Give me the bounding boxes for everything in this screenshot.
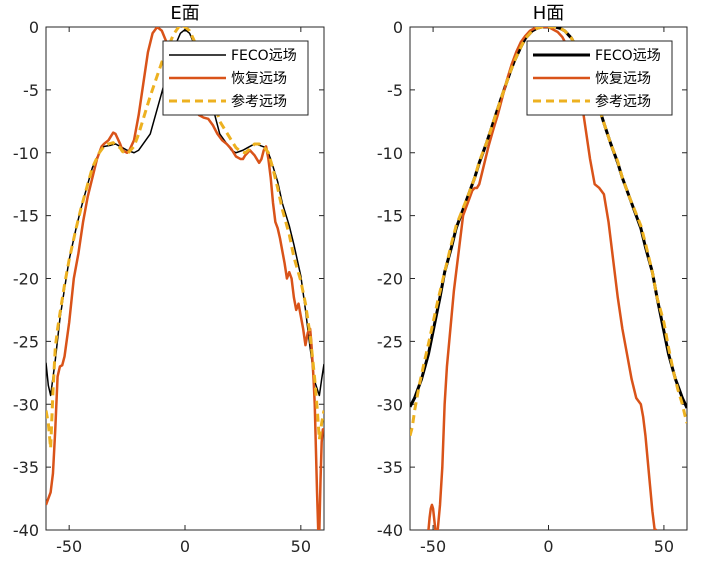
series-line-3	[46, 27, 324, 450]
y-tick-label: 0	[393, 18, 403, 37]
y-tick-label: -15	[13, 207, 39, 226]
x-tick-label: -50	[420, 537, 446, 556]
legend-label: 恢复远场	[231, 70, 287, 87]
legend-label: 参考远场	[595, 93, 651, 110]
legend-label: FECO远场	[595, 48, 661, 64]
x-tick-label: 0	[543, 537, 553, 556]
y-tick-label: -30	[377, 395, 403, 414]
series-group	[46, 27, 324, 530]
legend-label: 参考远场	[231, 93, 287, 110]
chart-title: H面	[533, 3, 565, 24]
chart-panel-1: -50 0 50 0 -5 -10 -15 -20 -25 -30 -35 -40 E面 FECO远场恢复…	[13, 3, 325, 556]
y-tick-label: -25	[13, 332, 39, 351]
y-tick-label: 0	[29, 18, 39, 37]
y-tick-label: -35	[13, 458, 39, 477]
y-tick-label: -25	[377, 332, 403, 351]
x-tick-label: 50	[291, 537, 311, 556]
y-tick-label: -40	[377, 521, 403, 540]
series-line-2	[427, 27, 657, 530]
y-tick-label: -30	[13, 395, 39, 414]
y-tick-label: -35	[377, 458, 403, 477]
y-tick-label: -5	[23, 81, 39, 100]
x-tick-label: -50	[56, 537, 82, 556]
y-tick-label: -20	[13, 270, 39, 289]
y-tick-label: -20	[377, 270, 403, 289]
x-tick-label: 50	[654, 537, 674, 556]
y-tick-label: -40	[13, 521, 39, 540]
series-line-3	[410, 27, 687, 437]
y-tick-label: -5	[387, 81, 403, 100]
y-tick-label: -10	[377, 144, 403, 163]
y-tick-label: -10	[13, 144, 39, 163]
series-group	[410, 27, 687, 530]
chart-title: E面	[170, 3, 199, 24]
legend-label: FECO远场	[231, 48, 297, 64]
x-tick-label: 0	[180, 537, 190, 556]
legend-label: 恢复远场	[595, 70, 651, 87]
y-tick-label: -15	[377, 207, 403, 226]
chart-panel-2: -50 0 50 0 -5 -10 -15 -20 -25 -30 -35 -40 H面 FECO远场恢复…	[377, 3, 688, 556]
